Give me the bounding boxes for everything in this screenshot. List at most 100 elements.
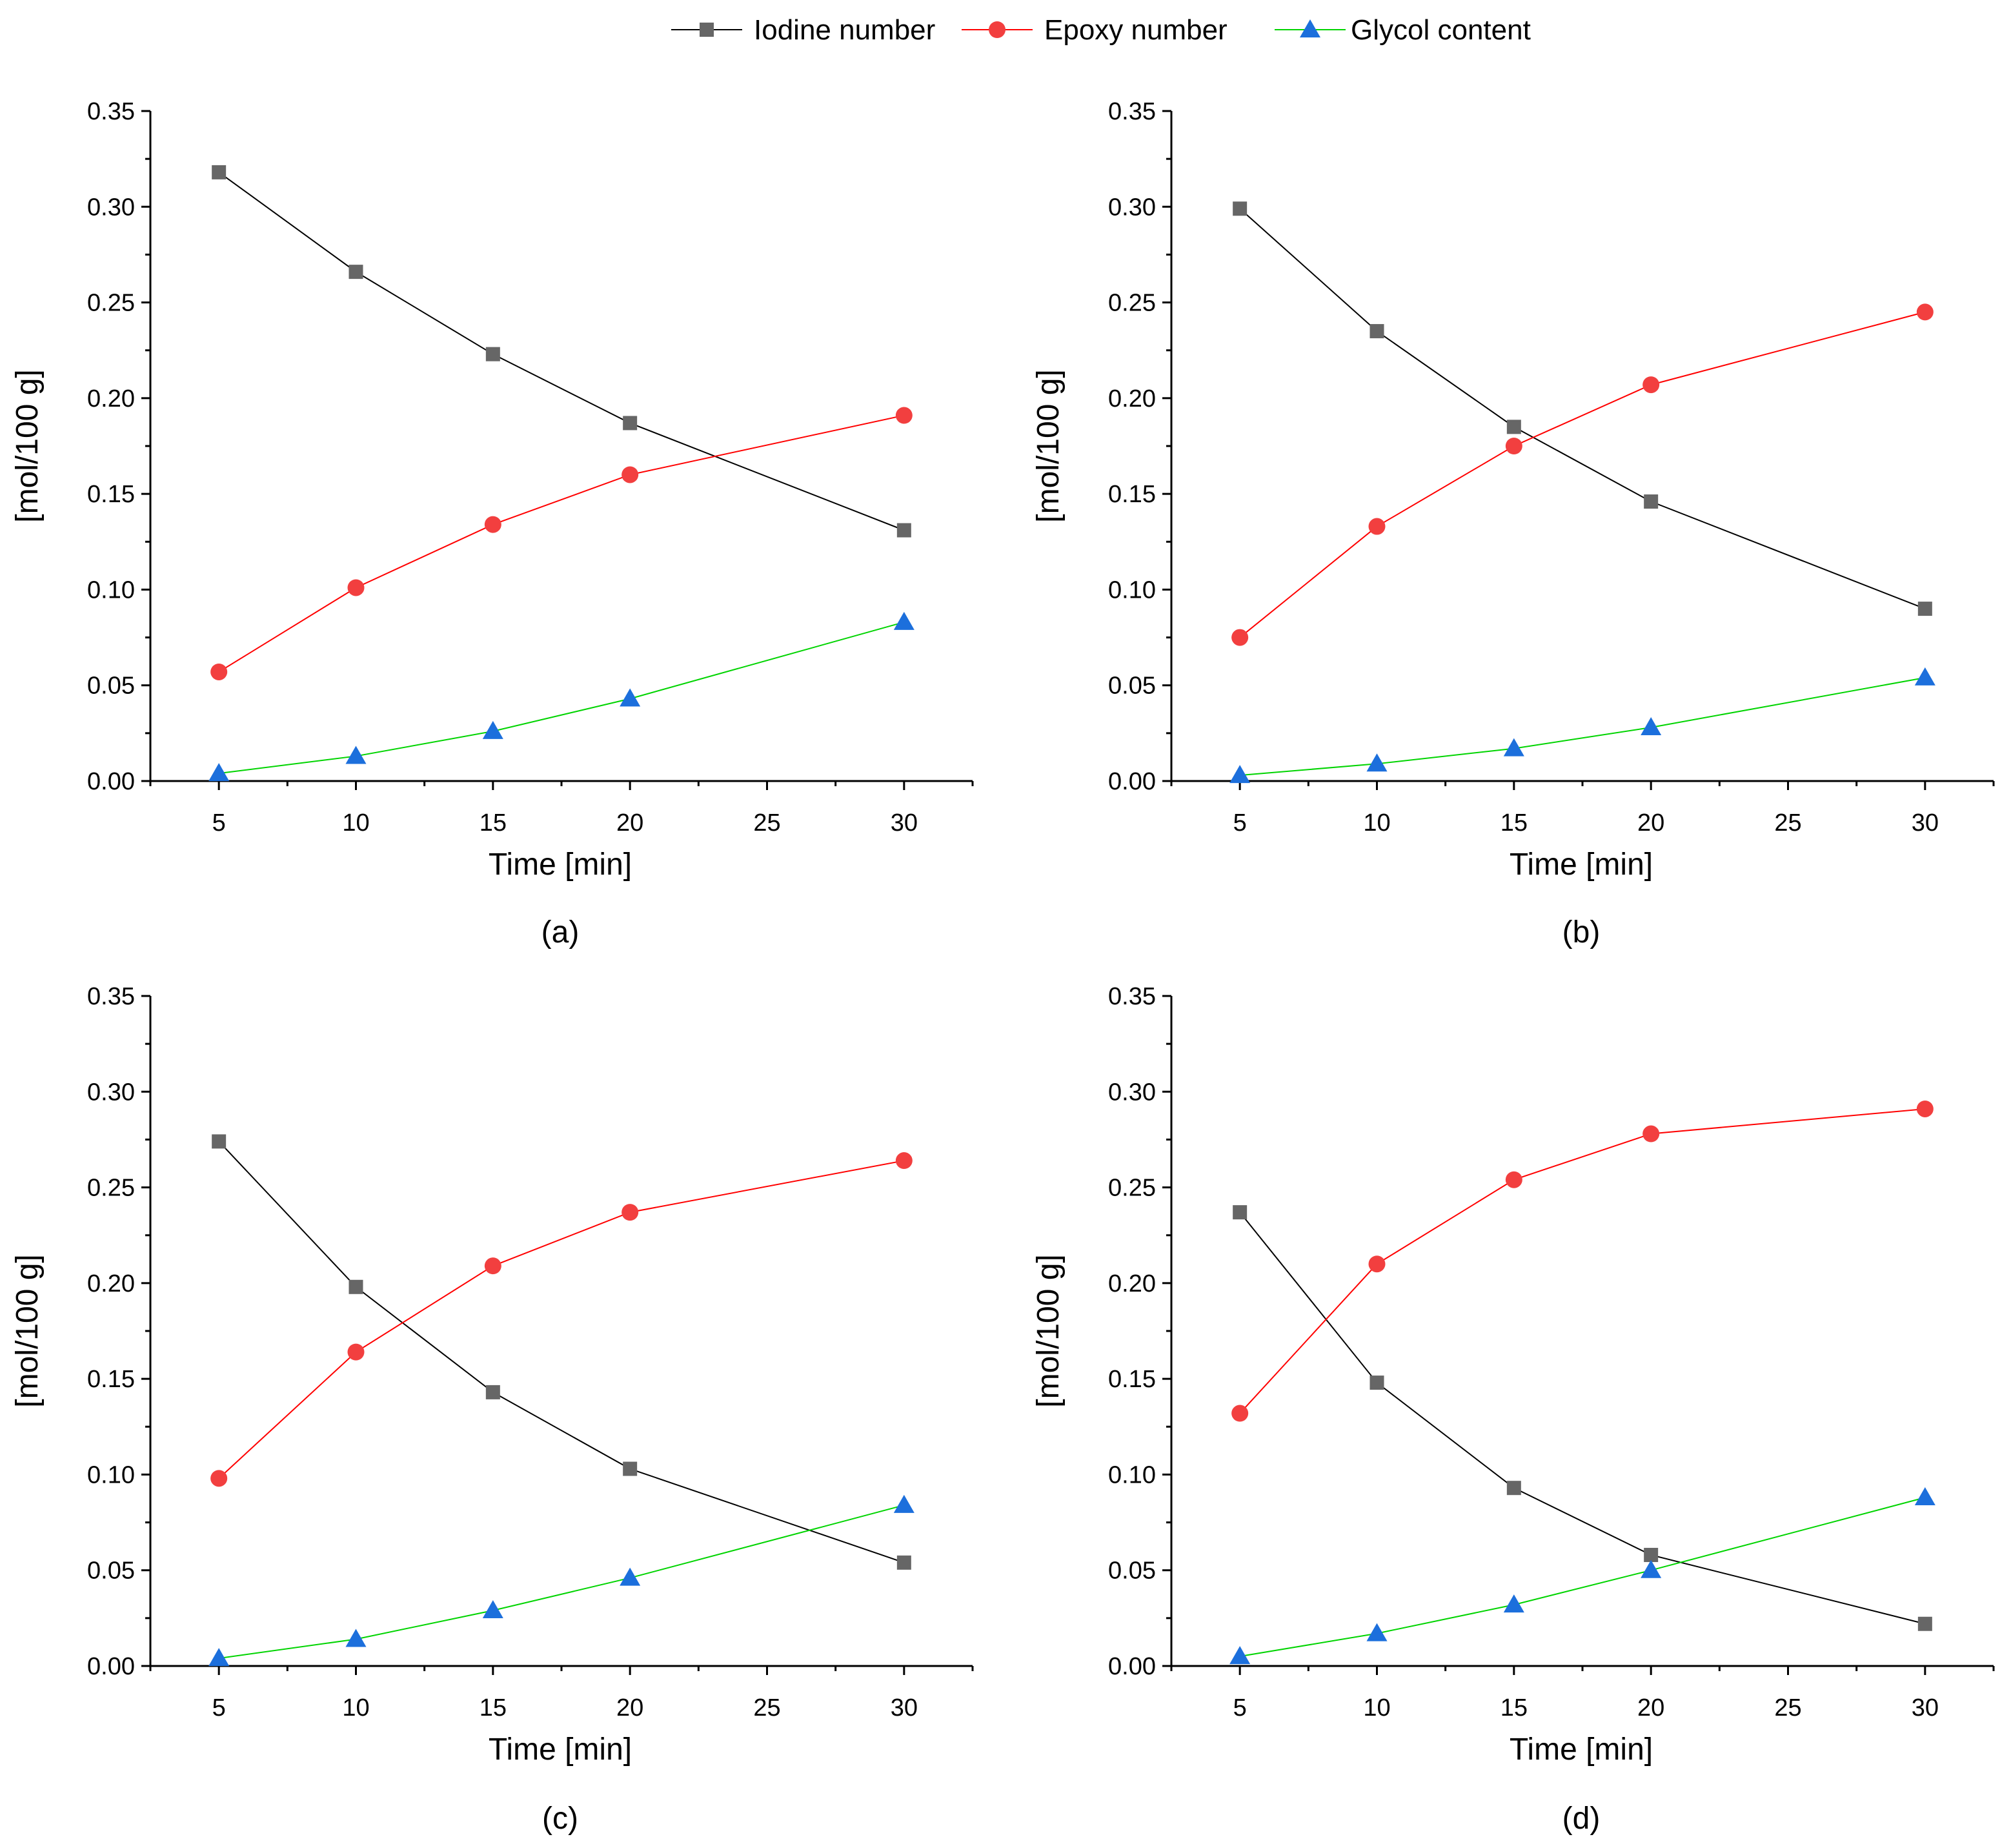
legend-marker-glycol-content — [1300, 19, 1320, 37]
series-iodine-number — [212, 165, 911, 538]
legend: Iodine number Epoxy number Glycol content — [671, 14, 1531, 46]
x-tick-label: 25 — [1774, 809, 1801, 837]
x-tick-label: 5 — [1233, 809, 1247, 837]
data-point-iodine-number — [1233, 201, 1248, 216]
data-point-glycol-content — [208, 763, 230, 782]
data-point-iodine-number — [1644, 1547, 1659, 1562]
data-point-iodine-number — [1506, 1481, 1521, 1496]
series-iodine-number — [212, 1134, 911, 1570]
y-tick-label: 0.15 — [87, 1366, 135, 1393]
data-point-iodine-number — [896, 523, 911, 538]
y-tick-label: 0.00 — [87, 768, 135, 795]
data-point-iodine-number — [1369, 324, 1384, 339]
y-tick-label: 0.30 — [87, 194, 135, 221]
data-point-epoxy-number — [1505, 1171, 1522, 1188]
data-point-iodine-number — [212, 1134, 227, 1149]
data-point-iodine-number — [623, 416, 638, 431]
data-point-glycol-content — [620, 1567, 641, 1586]
y-tick-label: 0.15 — [1108, 1366, 1156, 1393]
data-point-glycol-content — [1641, 1559, 1662, 1578]
panel-d: 0.00 0.05 0.10 0.15 0.20 0.25 0.30 0.35 5 10 15 20 2… — [1031, 983, 1995, 1836]
x-tick-label: 15 — [480, 809, 507, 837]
y-tick-label: 0.20 — [87, 1270, 135, 1297]
data-point-glycol-content — [345, 1629, 367, 1647]
data-point-epoxy-number — [1368, 1255, 1386, 1273]
y-axis-label: [mol/100 g] — [10, 1254, 45, 1407]
data-point-iodine-number — [1917, 1616, 1932, 1631]
data-point-epoxy-number — [347, 1343, 365, 1361]
y-tick-label: 0.35 — [1108, 983, 1156, 1010]
series-line-epoxy-number — [218, 414, 905, 673]
y-tick-label: 0.05 — [87, 1558, 135, 1585]
x-tick-label: 15 — [1501, 809, 1528, 837]
data-point-epoxy-number — [1231, 1405, 1249, 1422]
panel-caption: (c) — [542, 1802, 578, 1836]
y-tick-label: 0.30 — [1108, 1079, 1156, 1106]
data-point-glycol-content — [1366, 1623, 1388, 1641]
series-line-glycol-content — [219, 621, 905, 775]
x-axis-label: Time [min] — [489, 848, 632, 882]
data-point-epoxy-number — [1505, 438, 1522, 454]
panel-b: 0.00 0.05 0.10 0.15 0.20 0.25 0.30 0.35 5 10 15 20 2… — [1031, 98, 1995, 949]
y-tick-label: 0.05 — [87, 673, 135, 700]
data-point-iodine-number — [485, 1385, 500, 1399]
data-point-iodine-number — [1917, 602, 1932, 616]
data-point-iodine-number — [896, 1555, 911, 1570]
data-point-glycol-content — [893, 1494, 915, 1513]
y-tick-label: 0.35 — [1108, 98, 1156, 125]
legend-label-glycol-content: Glycol content — [1351, 14, 1531, 46]
panel-c: 0.00 0.05 0.10 0.15 0.20 0.25 0.30 0.35 5 10 15 20 2… — [10, 983, 974, 1836]
chart-panels: 0.00 0.05 0.10 0.15 0.20 0.25 0.30 0.35 5 10 15 20 2… — [10, 98, 1995, 1836]
data-point-epoxy-number — [347, 579, 365, 596]
series-line-epoxy-number — [1239, 311, 1926, 638]
x-axis-label: Time [min] — [489, 1732, 632, 1767]
data-point-epoxy-number — [484, 1257, 501, 1275]
x-tick-label: 30 — [1912, 1694, 1939, 1721]
legend-marker-epoxy-number — [989, 21, 1006, 38]
series-epoxy-number — [210, 1152, 913, 1487]
series-glycol-content — [1229, 667, 1935, 784]
legend-entry-iodine-number: Iodine number — [671, 14, 935, 46]
x-tick-label: 30 — [891, 1694, 918, 1721]
series-iodine-number — [1233, 201, 1932, 616]
data-point-glycol-content — [482, 1599, 503, 1618]
legend-label-epoxy-number: Epoxy number — [1044, 14, 1228, 46]
data-point-epoxy-number — [621, 1204, 639, 1221]
y-tick-label: 0.10 — [1108, 1461, 1156, 1488]
y-tick-label: 0.20 — [87, 385, 135, 412]
panel-caption: (b) — [1562, 915, 1601, 949]
y-axis-label: [mol/100 g] — [1031, 1254, 1066, 1407]
y-tick-label: 0.20 — [1108, 1270, 1156, 1297]
y-tick-label: 0.20 — [1108, 385, 1156, 412]
x-tick-label: 10 — [1363, 1694, 1390, 1721]
data-point-iodine-number — [623, 1461, 638, 1476]
series-line-glycol-content — [219, 1504, 905, 1660]
y-tick-label: 0.05 — [1108, 673, 1156, 700]
x-tick-label: 10 — [342, 1694, 369, 1721]
panel-caption: (d) — [1562, 1802, 1601, 1836]
data-point-glycol-content — [1229, 1646, 1251, 1665]
x-tick-label: 25 — [753, 1694, 780, 1721]
data-point-iodine-number — [1506, 420, 1521, 434]
data-point-epoxy-number — [1642, 376, 1660, 394]
x-tick-label: 30 — [891, 809, 918, 837]
data-point-glycol-content — [1914, 1487, 1935, 1506]
data-point-epoxy-number — [210, 1470, 228, 1487]
y-tick-label: 0.15 — [87, 481, 135, 508]
y-tick-label: 0.35 — [87, 983, 135, 1010]
x-tick-label: 20 — [616, 809, 643, 837]
series-line-epoxy-number — [1239, 1108, 1925, 1414]
data-point-iodine-number — [485, 347, 500, 361]
x-tick-label: 30 — [1912, 809, 1939, 837]
y-tick-label: 0.25 — [87, 1175, 135, 1202]
data-point-epoxy-number — [1916, 1100, 1934, 1117]
panel-caption: (a) — [541, 915, 580, 949]
x-axis-label: Time [min] — [1510, 848, 1653, 882]
y-tick-label: 0.30 — [1108, 194, 1156, 221]
series-glycol-content — [1229, 1487, 1935, 1665]
series-line-iodine-number — [218, 1141, 905, 1563]
data-point-epoxy-number — [1642, 1125, 1660, 1142]
series-glycol-content — [208, 1494, 915, 1667]
x-tick-label: 15 — [480, 1694, 507, 1721]
series-epoxy-number — [1231, 1100, 1934, 1422]
